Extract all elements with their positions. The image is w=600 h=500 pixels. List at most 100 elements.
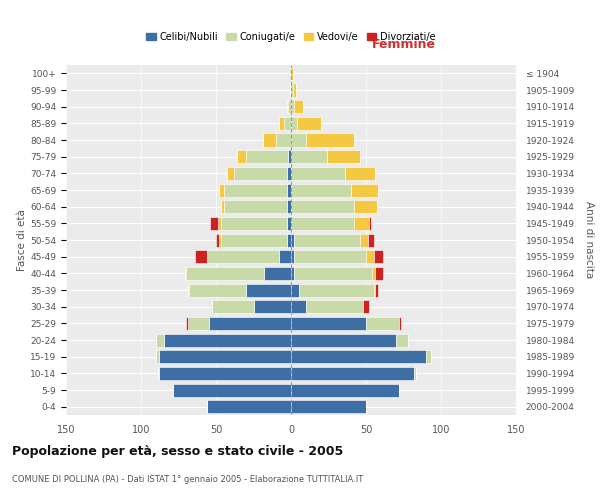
Bar [156, 334, 163, 346]
Bar [287, 217, 291, 230]
Bar [414, 367, 415, 380]
Bar [372, 267, 375, 280]
Bar [291, 150, 327, 163]
Bar [279, 117, 284, 130]
Bar [291, 284, 299, 296]
Bar [237, 150, 246, 163]
Bar [291, 134, 306, 146]
Bar [287, 184, 291, 196]
Bar [246, 284, 291, 296]
Bar [351, 184, 378, 196]
Bar [187, 284, 189, 296]
Bar [294, 250, 366, 263]
Bar [288, 100, 291, 113]
Bar [264, 267, 291, 280]
Bar [291, 367, 414, 380]
Bar [293, 84, 296, 96]
Bar [291, 300, 306, 313]
Bar [291, 184, 351, 196]
Bar [223, 184, 287, 196]
Bar [375, 284, 378, 296]
Bar [291, 267, 294, 280]
Bar [354, 200, 377, 213]
Bar [287, 234, 291, 246]
Bar [207, 400, 291, 413]
Bar [291, 100, 294, 113]
Bar [212, 300, 254, 313]
Bar [291, 384, 399, 396]
Text: COMUNE DI POLLINA (PA) - Dati ISTAT 1° gennaio 2005 - Elaborazione TUTTITALIA.IT: COMUNE DI POLLINA (PA) - Dati ISTAT 1° g… [12, 475, 363, 484]
Bar [221, 217, 287, 230]
Bar [234, 167, 287, 180]
Bar [210, 217, 218, 230]
Legend: Celibi/Nubili, Coniugati/e, Vedovi/e, Divorziati/e: Celibi/Nubili, Coniugati/e, Vedovi/e, Di… [142, 28, 440, 46]
Bar [426, 350, 431, 363]
Bar [291, 317, 366, 330]
Bar [246, 150, 288, 163]
Bar [157, 367, 159, 380]
Bar [354, 217, 369, 230]
Bar [159, 367, 291, 380]
Bar [373, 284, 375, 296]
Bar [291, 200, 354, 213]
Bar [375, 267, 383, 280]
Bar [297, 117, 321, 130]
Bar [218, 217, 221, 230]
Bar [306, 300, 363, 313]
Bar [187, 317, 209, 330]
Y-axis label: Anni di nascita: Anni di nascita [584, 202, 595, 278]
Bar [288, 150, 291, 163]
Bar [287, 100, 288, 113]
Bar [219, 184, 223, 196]
Bar [291, 334, 396, 346]
Bar [279, 250, 291, 263]
Bar [367, 234, 373, 246]
Bar [291, 217, 354, 230]
Bar [186, 317, 187, 330]
Bar [294, 267, 372, 280]
Bar [291, 117, 297, 130]
Bar [291, 350, 426, 363]
Y-axis label: Fasce di età: Fasce di età [17, 209, 27, 271]
Bar [159, 350, 291, 363]
Bar [221, 200, 223, 213]
Bar [373, 250, 383, 263]
Bar [195, 250, 207, 263]
Bar [294, 100, 303, 113]
Bar [173, 384, 291, 396]
Bar [291, 400, 366, 413]
Bar [366, 250, 373, 263]
Bar [290, 84, 291, 96]
Bar [291, 67, 293, 80]
Bar [299, 284, 373, 296]
Bar [360, 234, 367, 246]
Bar [363, 300, 369, 313]
Bar [287, 167, 291, 180]
Bar [291, 234, 294, 246]
Bar [216, 234, 219, 246]
Bar [207, 250, 279, 263]
Bar [284, 117, 291, 130]
Bar [291, 167, 345, 180]
Bar [219, 234, 221, 246]
Bar [287, 200, 291, 213]
Bar [291, 250, 294, 263]
Bar [399, 317, 401, 330]
Bar [185, 267, 186, 280]
Bar [186, 267, 264, 280]
Bar [223, 200, 287, 213]
Bar [263, 134, 276, 146]
Text: Popolazione per età, sesso e stato civile - 2005: Popolazione per età, sesso e stato civil… [12, 445, 343, 458]
Bar [254, 300, 291, 313]
Bar [327, 150, 360, 163]
Bar [306, 134, 354, 146]
Bar [163, 334, 291, 346]
Bar [396, 334, 408, 346]
Bar [291, 84, 293, 96]
Text: Femmine: Femmine [371, 38, 436, 51]
Bar [209, 317, 291, 330]
Bar [345, 167, 375, 180]
Bar [227, 167, 234, 180]
Bar [221, 234, 287, 246]
Bar [156, 350, 159, 363]
